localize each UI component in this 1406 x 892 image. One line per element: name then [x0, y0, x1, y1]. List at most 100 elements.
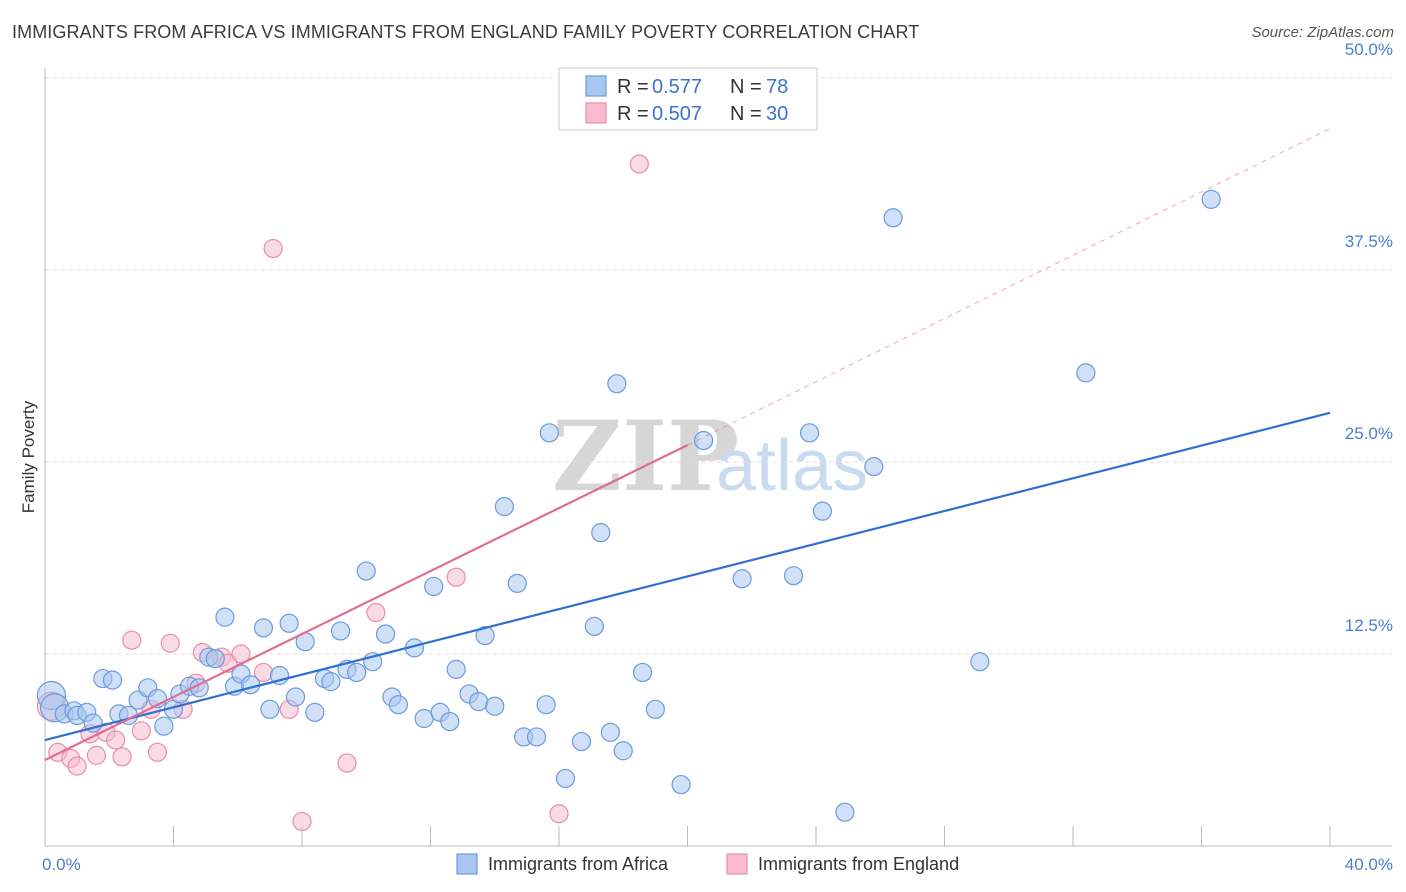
africa-point — [783, 566, 804, 586]
x-tick-labels: 0.0% 40.0% — [42, 855, 1393, 874]
england-point — [131, 721, 151, 741]
africa-point — [285, 687, 306, 707]
england-point — [263, 238, 283, 259]
bottom-legend-label-england: Immigrants from England — [758, 854, 959, 874]
africa-point — [260, 699, 280, 719]
africa-point — [440, 711, 460, 732]
england-point — [549, 804, 569, 824]
africa-point — [883, 208, 903, 228]
y-tick-label: 50.0% — [1345, 40, 1393, 59]
england-point — [366, 602, 386, 623]
england-point — [106, 730, 126, 750]
england-point — [337, 753, 357, 773]
africa-point — [835, 802, 855, 822]
africa-point — [279, 613, 299, 633]
africa-point — [347, 662, 367, 683]
africa-point — [607, 374, 627, 394]
africa-trend-line — [44, 411, 1331, 742]
africa-point — [321, 672, 341, 692]
legend: R = 0.577 N = 78 R = 0.507 N = 30 — [558, 67, 818, 131]
england-trend-line — [44, 444, 688, 761]
legend-swatch-england — [585, 102, 607, 124]
legend-n-value-england: 30 — [766, 103, 788, 125]
africa-point — [970, 652, 990, 672]
source-label: Source: ZipAtlas.com — [1251, 24, 1394, 41]
africa-point — [555, 768, 576, 789]
bottom-legend-swatch-england — [726, 853, 748, 875]
y-tick-label: 37.5% — [1345, 232, 1393, 251]
england-point — [292, 811, 312, 832]
africa-point — [613, 741, 633, 761]
x-tick-label: 40.0% — [1345, 855, 1393, 874]
legend-r-value-england: 0.507 — [652, 103, 702, 125]
africa-point — [732, 569, 752, 589]
africa-point — [584, 616, 604, 636]
chart-title: IMMIGRANTS FROM AFRICA VS IMMIGRANTS FRO… — [12, 22, 920, 42]
bottom-legend-label-africa: Immigrants from Africa — [488, 854, 669, 874]
trend-lines — [44, 128, 1331, 761]
africa-point — [305, 702, 325, 722]
legend-r-label-england: R = — [617, 103, 649, 125]
africa-point — [645, 699, 665, 719]
africa-point — [571, 731, 592, 752]
africa-point — [375, 624, 396, 644]
bottom-legend-swatch-africa — [456, 853, 478, 875]
legend-swatch-africa — [585, 75, 607, 97]
africa-point — [1076, 363, 1096, 383]
africa-point — [154, 716, 174, 736]
africa-point — [424, 576, 444, 597]
africa-point — [356, 561, 376, 581]
africa-point — [812, 501, 833, 521]
england-point — [112, 747, 132, 767]
england-point — [67, 756, 87, 776]
legend-n-value-africa: 78 — [766, 76, 788, 98]
watermark-zip: ZIP — [552, 400, 739, 513]
africa-point — [671, 774, 691, 795]
legend-r-label-africa: R = — [617, 76, 649, 98]
africa-point — [485, 696, 505, 716]
africa-point — [446, 659, 466, 679]
africa-points — [36, 189, 1221, 822]
africa-point — [215, 607, 235, 627]
watermark-atlas: atlas — [716, 426, 868, 506]
legend-n-label-africa: N = — [730, 76, 762, 98]
africa-point — [205, 649, 225, 669]
england-point — [147, 742, 168, 762]
africa-point — [253, 618, 274, 638]
x-tick-label: 0.0% — [42, 855, 81, 874]
england-point — [629, 154, 649, 174]
africa-point — [102, 670, 123, 690]
england-point — [122, 630, 142, 650]
africa-point — [475, 625, 495, 646]
africa-point — [414, 708, 434, 729]
africa-point — [469, 692, 489, 712]
y-tick-label: 25.0% — [1345, 424, 1393, 443]
y-axis-label: Family Poverty — [19, 400, 38, 513]
africa-point — [241, 675, 261, 695]
africa-point — [864, 457, 884, 477]
africa-point — [632, 662, 653, 683]
england-trend-extension — [687, 128, 1331, 446]
y-tick-label: 12.5% — [1345, 616, 1393, 635]
africa-point — [600, 722, 621, 742]
africa-point — [330, 621, 351, 641]
africa-point — [1201, 189, 1221, 209]
africa-point — [536, 695, 556, 715]
africa-point — [591, 523, 611, 543]
africa-point — [693, 430, 714, 451]
england-point — [160, 633, 180, 653]
bottom-legend: Immigrants from Africa Immigrants from E… — [456, 853, 959, 875]
africa-point — [799, 423, 820, 443]
africa-point — [494, 496, 514, 517]
watermark: ZIP atlas — [552, 400, 868, 513]
england-point — [446, 567, 466, 587]
y-tick-labels: 12.5% 25.0% 37.5% 50.0% — [1345, 40, 1393, 635]
africa-point — [388, 695, 408, 715]
africa-point — [507, 573, 527, 593]
africa-point — [539, 423, 559, 443]
africa-point — [526, 727, 547, 747]
legend-n-label-england: N = — [730, 103, 762, 125]
england-point — [86, 745, 107, 765]
legend-r-value-africa: 0.577 — [652, 76, 702, 98]
